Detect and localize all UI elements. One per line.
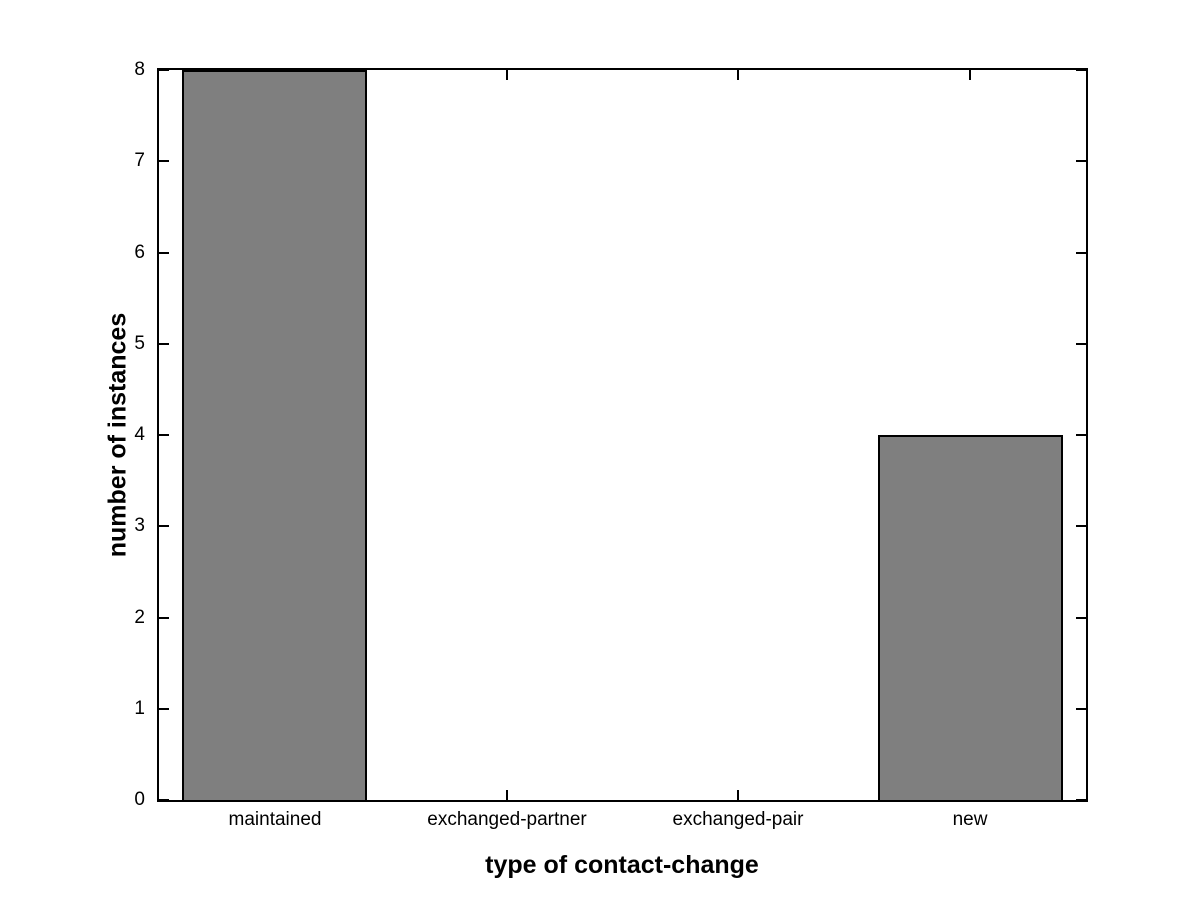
- y-tick-left: [159, 69, 169, 71]
- bar-new: [878, 435, 1063, 802]
- y-tick-left: [159, 707, 169, 710]
- y-tick-label-6: 6: [134, 241, 145, 263]
- y-tick-label-1: 1: [134, 697, 145, 719]
- y-tick-right: [1076, 434, 1086, 436]
- y-tick-left: [159, 160, 169, 163]
- y-tick-label-8: 8: [134, 59, 145, 80]
- x-tick-top: [737, 70, 740, 80]
- y-tick-label-2: 2: [134, 606, 145, 628]
- x-tick-bottom: [505, 790, 508, 800]
- y-tick-right: [1076, 69, 1086, 71]
- y-tick-left: [159, 434, 169, 436]
- x-tick-top: [969, 70, 972, 80]
- y-tick-left: [159, 616, 169, 619]
- y-tick-left: [159, 799, 169, 801]
- y-tick-left: [159, 251, 169, 254]
- y-tick-right: [1076, 799, 1086, 801]
- y-tick-label-3: 3: [134, 515, 145, 537]
- x-tick-label-maintained: maintained: [228, 809, 322, 830]
- bar-maintained: [182, 70, 367, 802]
- x-tick-label-exchanged-pair: exchanged-pair: [672, 809, 804, 830]
- plot-area: [157, 68, 1088, 802]
- y-tick-label-7: 7: [134, 150, 145, 172]
- y-tick-right: [1076, 342, 1086, 345]
- y-tick-left: [159, 342, 169, 345]
- x-tick-bottom: [737, 790, 740, 800]
- y-tick-right: [1076, 251, 1086, 254]
- y-tick-right: [1076, 160, 1086, 163]
- y-tick-label-4: 4: [134, 424, 145, 445]
- x-axis-label: type of contact-change: [485, 851, 759, 879]
- x-tick-top: [505, 70, 508, 80]
- y-tick-right: [1076, 525, 1086, 528]
- y-tick-right: [1076, 707, 1086, 710]
- y-tick-label-5: 5: [134, 332, 145, 354]
- y-tick-right: [1076, 616, 1086, 619]
- x-tick-label-new: new: [952, 809, 988, 830]
- x-tick-label-exchanged-partner: exchanged-partner: [427, 809, 587, 830]
- y-tick-left: [159, 525, 169, 528]
- y-tick-label-0: 0: [134, 789, 145, 810]
